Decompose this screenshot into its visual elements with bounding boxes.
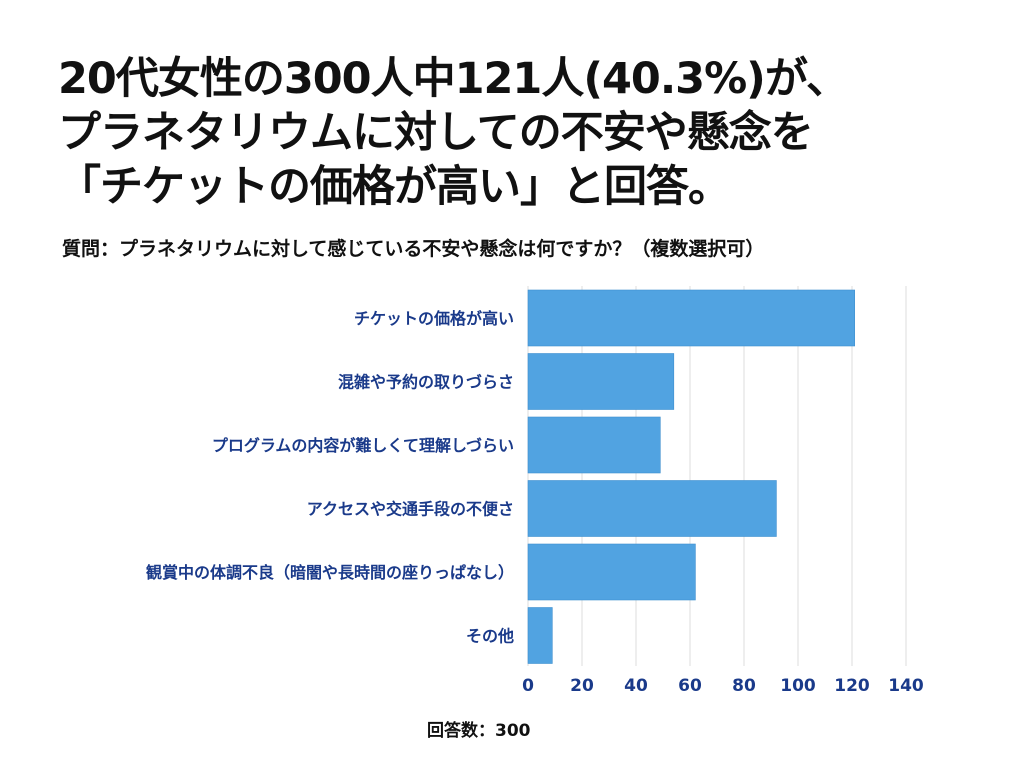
- category-label: 混雑や予約の取りづらさ: [338, 373, 514, 392]
- headline-line-1: 20代女性の300人中121人(40.3%)が、: [58, 54, 849, 104]
- tick-label: 140: [888, 676, 924, 696]
- bar: [527, 480, 777, 537]
- tick-label: 80: [732, 676, 756, 696]
- tick-label: 100: [780, 676, 816, 696]
- tick-labels: 0 20 40 60 80 100 120 140: [522, 676, 924, 696]
- survey-question: 質問：プラネタリウムに対して感じている不安や懸念は何ですか？（複数選択可）: [62, 238, 765, 260]
- category-label: 観賞中の体調不良（暗闇や長時間の座りっぱなし）: [146, 563, 514, 582]
- tick-label: 40: [624, 676, 648, 696]
- category-label: アクセスや交通手段の不便さ: [307, 500, 514, 519]
- category-label: プログラムの内容が難しくて理解しづらい: [212, 436, 514, 455]
- bar: [527, 289, 856, 347]
- tick-label: 0: [522, 676, 534, 696]
- tick-label: 60: [678, 676, 702, 696]
- bar: [527, 353, 675, 410]
- headline-line-3: 「チケットの価格が高い」と回答。: [58, 162, 731, 212]
- tick-label: 120: [834, 676, 870, 696]
- bar: [527, 416, 661, 474]
- tick-label: 20: [570, 676, 594, 696]
- headline: 20代女性の300人中121人(40.3%)が、 プラネタリウムに対しての不安や…: [58, 52, 998, 214]
- headline-line-2: プラネタリウムに対しての不安や懸念を: [58, 108, 814, 158]
- bar: [527, 607, 553, 664]
- bar: [527, 543, 696, 601]
- category-labels: チケットの価格が高い混雑や予約の取りづらさプログラムの内容が難しくて理解しづらい…: [146, 309, 514, 646]
- gridlines: [527, 286, 907, 666]
- response-count: 回答数：300: [427, 721, 531, 741]
- category-label: その他: [466, 627, 514, 646]
- bars: [527, 289, 856, 664]
- category-label: チケットの価格が高い: [354, 309, 514, 328]
